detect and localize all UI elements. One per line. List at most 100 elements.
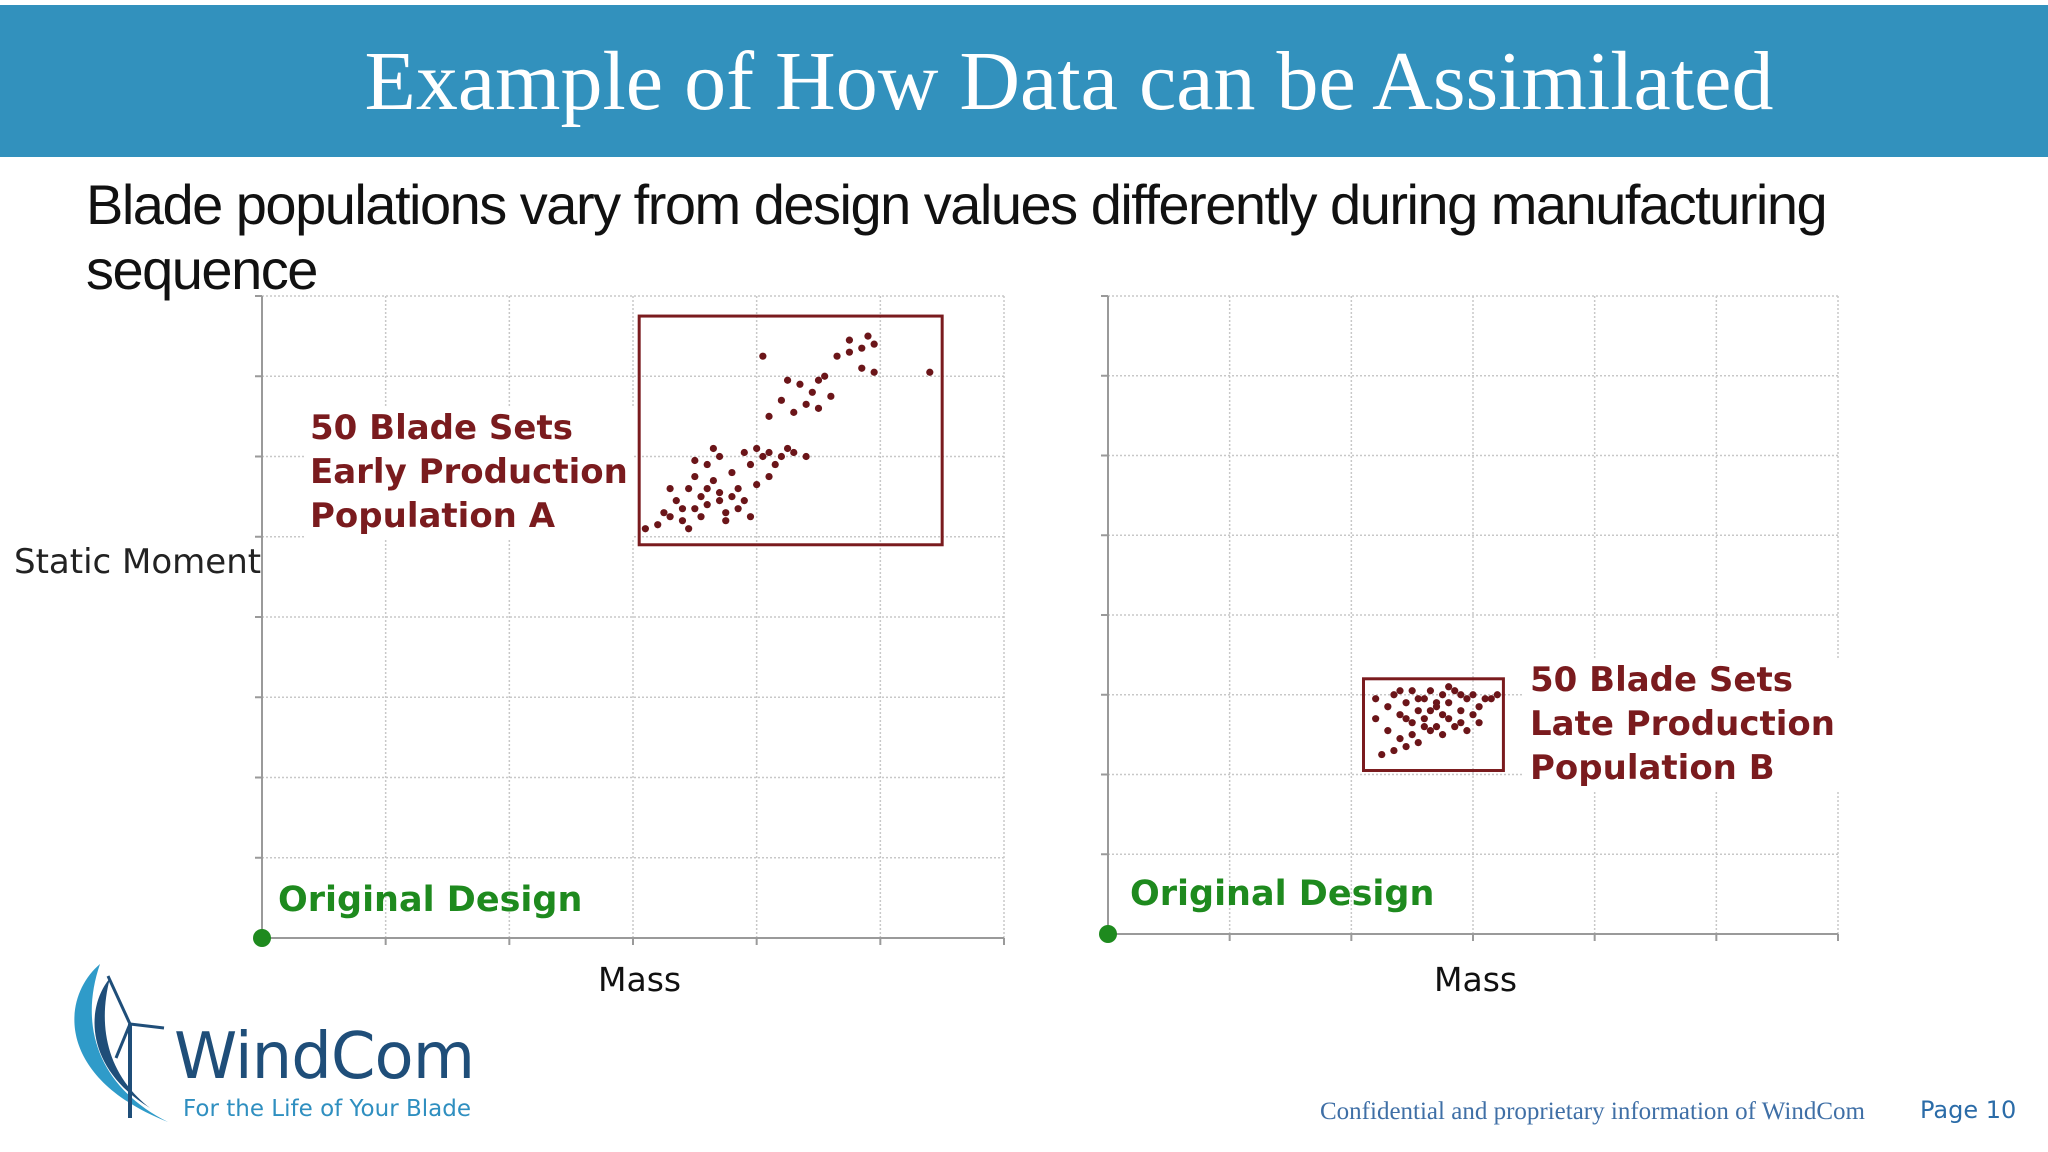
data-point-right <box>1408 719 1416 727</box>
data-point-right <box>1438 691 1447 699</box>
data-point-left <box>672 497 680 505</box>
data-point-left <box>666 485 674 493</box>
data-point-left <box>728 468 736 477</box>
data-point-right <box>1384 727 1392 735</box>
data-point-right <box>1432 699 1441 707</box>
data-point-right <box>1414 695 1422 703</box>
data-point-right <box>1384 703 1392 711</box>
data-point-left <box>697 493 705 501</box>
data-point-left <box>715 489 724 497</box>
data-point-right <box>1390 746 1398 755</box>
data-point-left <box>771 460 779 469</box>
data-point-right <box>1475 703 1483 711</box>
data-point-left <box>870 340 878 348</box>
data-point-left <box>783 444 792 453</box>
data-point-left <box>777 396 786 404</box>
data-point-left <box>746 513 755 521</box>
data-point-left <box>808 388 816 396</box>
data-point-right <box>1402 715 1410 723</box>
data-point-right <box>1396 687 1404 695</box>
data-point-left <box>660 509 668 517</box>
data-point-left <box>753 444 761 453</box>
data-point-left <box>703 460 711 469</box>
data-point-right <box>1378 750 1386 759</box>
data-point-left <box>783 376 792 384</box>
data-point-left <box>691 456 699 465</box>
data-point-left <box>870 368 878 376</box>
data-point-left <box>734 485 742 493</box>
data-point-right <box>1457 707 1465 715</box>
title-bar: Example of How Data can be Assimilated <box>0 5 2048 157</box>
x-axis-label-left: Mass <box>598 960 682 999</box>
logo-name: WindCom <box>174 1020 475 1094</box>
data-point-right <box>1493 691 1501 699</box>
data-point-right <box>1426 687 1435 695</box>
data-point-left <box>777 452 786 461</box>
data-point-right <box>1408 731 1416 739</box>
data-point-right <box>1469 691 1477 699</box>
data-point-left <box>641 525 649 533</box>
data-point-left <box>858 364 866 372</box>
data-point-right <box>1457 719 1465 727</box>
data-point-left <box>821 372 829 380</box>
data-point-left <box>802 400 810 408</box>
data-point-left <box>685 485 693 493</box>
population-a-label: 50 Blade Sets Early Production Populatio… <box>304 406 634 538</box>
data-point-right <box>1408 687 1416 695</box>
population-b-line-1: 50 Blade Sets <box>1530 660 1793 700</box>
data-point-right <box>1372 695 1380 703</box>
data-point-right <box>1402 699 1410 707</box>
data-point-left <box>765 412 773 420</box>
data-point-left <box>759 452 767 461</box>
x-axis-label-right: Mass <box>1434 960 1518 999</box>
data-point-right <box>1451 723 1459 731</box>
population-a-line-2: Early Production <box>310 452 628 492</box>
logo-tagline: For the Life of Your Blade <box>183 1096 471 1122</box>
population-a-line-3: Population A <box>310 496 556 536</box>
data-point-right <box>1445 683 1453 691</box>
data-point-right <box>1402 742 1410 751</box>
data-point-right <box>1438 711 1447 719</box>
data-point-left <box>709 476 717 485</box>
data-point-left <box>703 501 711 509</box>
slide-subtitle: Blade populations vary from design value… <box>86 173 1828 301</box>
data-point-right <box>1463 695 1471 703</box>
data-point-right <box>1445 715 1453 723</box>
data-point-right <box>1457 691 1465 699</box>
data-point-left <box>827 392 835 400</box>
data-point-left <box>765 472 773 481</box>
data-point-left <box>722 517 730 525</box>
data-point-left <box>845 336 854 344</box>
data-point-left <box>691 505 699 513</box>
data-point-right <box>1390 691 1398 699</box>
data-point-left <box>697 513 705 521</box>
data-point-right <box>1396 735 1404 743</box>
data-point-left <box>740 448 748 457</box>
data-point-right <box>1475 719 1483 727</box>
page-number: Page 10 <box>1920 1096 2017 1124</box>
slide-title: Example of How Data can be Assimilated <box>364 34 1774 128</box>
data-point-left <box>814 404 823 412</box>
data-point-left <box>814 376 823 384</box>
population-box-right <box>1362 677 1505 773</box>
data-point-left <box>728 493 736 501</box>
data-point-left <box>864 332 872 340</box>
data-point-left <box>691 472 699 481</box>
data-point-left <box>765 448 773 457</box>
population-b-label: 50 Blade Sets Late Production Population… <box>1524 658 1841 790</box>
original-design-label-right: Original Design <box>1130 874 1435 914</box>
data-point-left <box>654 521 662 529</box>
data-point-left <box>790 448 798 457</box>
data-point-left <box>845 348 854 356</box>
data-point-left <box>802 452 810 461</box>
data-point-right <box>1487 695 1495 703</box>
population-box-left <box>637 314 944 547</box>
data-point-right <box>1372 715 1380 723</box>
footer-confidential-note: Confidential and proprietary information… <box>1320 1098 1865 1125</box>
data-point-left <box>715 497 724 505</box>
data-point-left <box>796 380 804 388</box>
data-point-left <box>678 505 687 513</box>
data-point-right <box>1432 723 1441 731</box>
data-point-right <box>1445 699 1453 707</box>
